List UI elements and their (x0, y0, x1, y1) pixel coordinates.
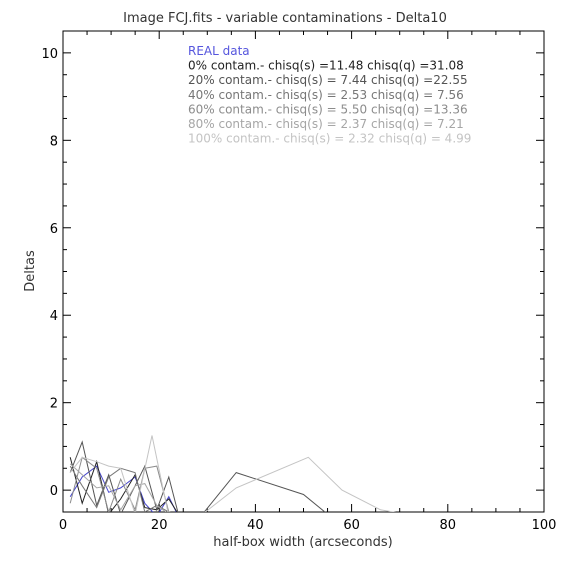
y-tick-label: 4 (50, 309, 58, 324)
chart-title: Image FCJ.fits - variable contaminations… (123, 11, 447, 26)
axis-ticks (62, 30, 545, 513)
legend-entry: 60% contam.- chisq(s) = 5.50 chisq(q) =1… (188, 102, 468, 116)
legend-entry: 100% contam.- chisq(s) = 2.32 chisq(q) =… (188, 132, 471, 146)
series-line-1 (69, 457, 178, 512)
legend-entry: 20% contam.- chisq(s) = 7.44 chisq(q) =2… (188, 73, 468, 87)
series-line-2 (69, 440, 326, 512)
series-line-5 (69, 463, 167, 512)
x-tick-label: 20 (151, 518, 168, 533)
x-tick-label: 100 (532, 518, 557, 533)
x-tick-label: 80 (440, 518, 457, 533)
y-tick-label: 8 (50, 134, 58, 149)
x-tick-label: 40 (247, 518, 264, 533)
axis-tick-labels: 0 20 40 60 80 100 0 2 4 6 8 10 (41, 47, 556, 533)
x-tick-label: 60 (343, 518, 360, 533)
y-tick-label: 0 (50, 484, 58, 499)
legend-entry: 40% contam.- chisq(s) = 2.53 chisq(q) = … (188, 88, 464, 102)
y-tick-label: 2 (50, 397, 58, 412)
legend-entry: 0% contam.- chisq(s) =11.48 chisq(q) =31… (188, 59, 464, 73)
x-tick-label: 0 (59, 518, 67, 533)
legend-entry: 80% contam.- chisq(s) = 2.37 chisq(q) = … (188, 117, 464, 131)
series-line-6 (69, 435, 397, 512)
series-line-3 (69, 465, 172, 512)
y-axis-label: Deltas (23, 250, 38, 292)
y-tick-label: 10 (41, 47, 58, 62)
y-tick-label: 6 (50, 222, 58, 237)
series-lines (69, 435, 397, 512)
x-axis-label: half-box width (arcseconds) (213, 535, 392, 550)
legend-entry: REAL data (188, 44, 250, 58)
